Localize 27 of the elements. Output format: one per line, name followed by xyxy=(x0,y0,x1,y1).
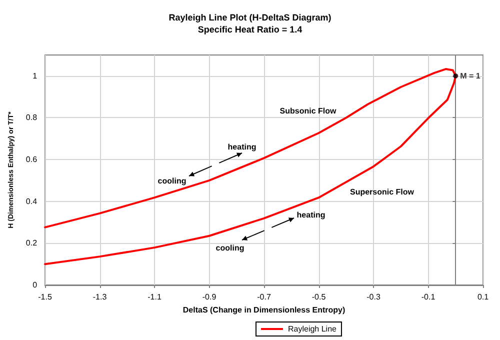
line-series xyxy=(44,68,457,266)
y-tick-label: 1 xyxy=(32,71,38,80)
y-tick-label: 0.4 xyxy=(26,196,38,206)
x-tick-label: -0.1 xyxy=(421,292,436,302)
x-tick-label: -1.5 xyxy=(38,292,52,302)
y-tick-label: 0 xyxy=(32,280,38,290)
chart-title: Rayleigh Line Plot (H-DeltaS Diagram) xyxy=(168,12,332,22)
data-label: M = 1 xyxy=(460,71,481,80)
x-tick-label: -0.5 xyxy=(312,292,326,302)
x-axis-title: DeltaS (Change in Dimensionless Entropy) xyxy=(182,305,346,314)
annotation: Subsonic Flow xyxy=(280,106,337,116)
y-tick-label: 0.6 xyxy=(26,155,38,164)
annotation: Supersonic Flow xyxy=(350,188,415,196)
annotation: heating xyxy=(296,210,326,220)
chart-subtitle: Specific Heat Ratio = 1.4 xyxy=(198,24,302,34)
legend-label: Rayleigh Line xyxy=(288,324,338,334)
x-tick-label: -1.1 xyxy=(148,292,162,302)
x-tick-label: -1.3 xyxy=(92,292,108,302)
x-tick-label: -0.3 xyxy=(366,292,381,302)
y-tick-label: 0.2 xyxy=(26,238,38,248)
annotation: heating xyxy=(228,142,256,152)
x-tick-label: 0.1 xyxy=(477,292,490,302)
y-tick-label: 0.8 xyxy=(26,113,38,122)
x-tick-label: -0.9 xyxy=(202,292,217,302)
annotation: cooling xyxy=(158,176,186,186)
x-tick-label: -0.7 xyxy=(257,292,272,302)
annotation: cooling xyxy=(216,244,244,252)
